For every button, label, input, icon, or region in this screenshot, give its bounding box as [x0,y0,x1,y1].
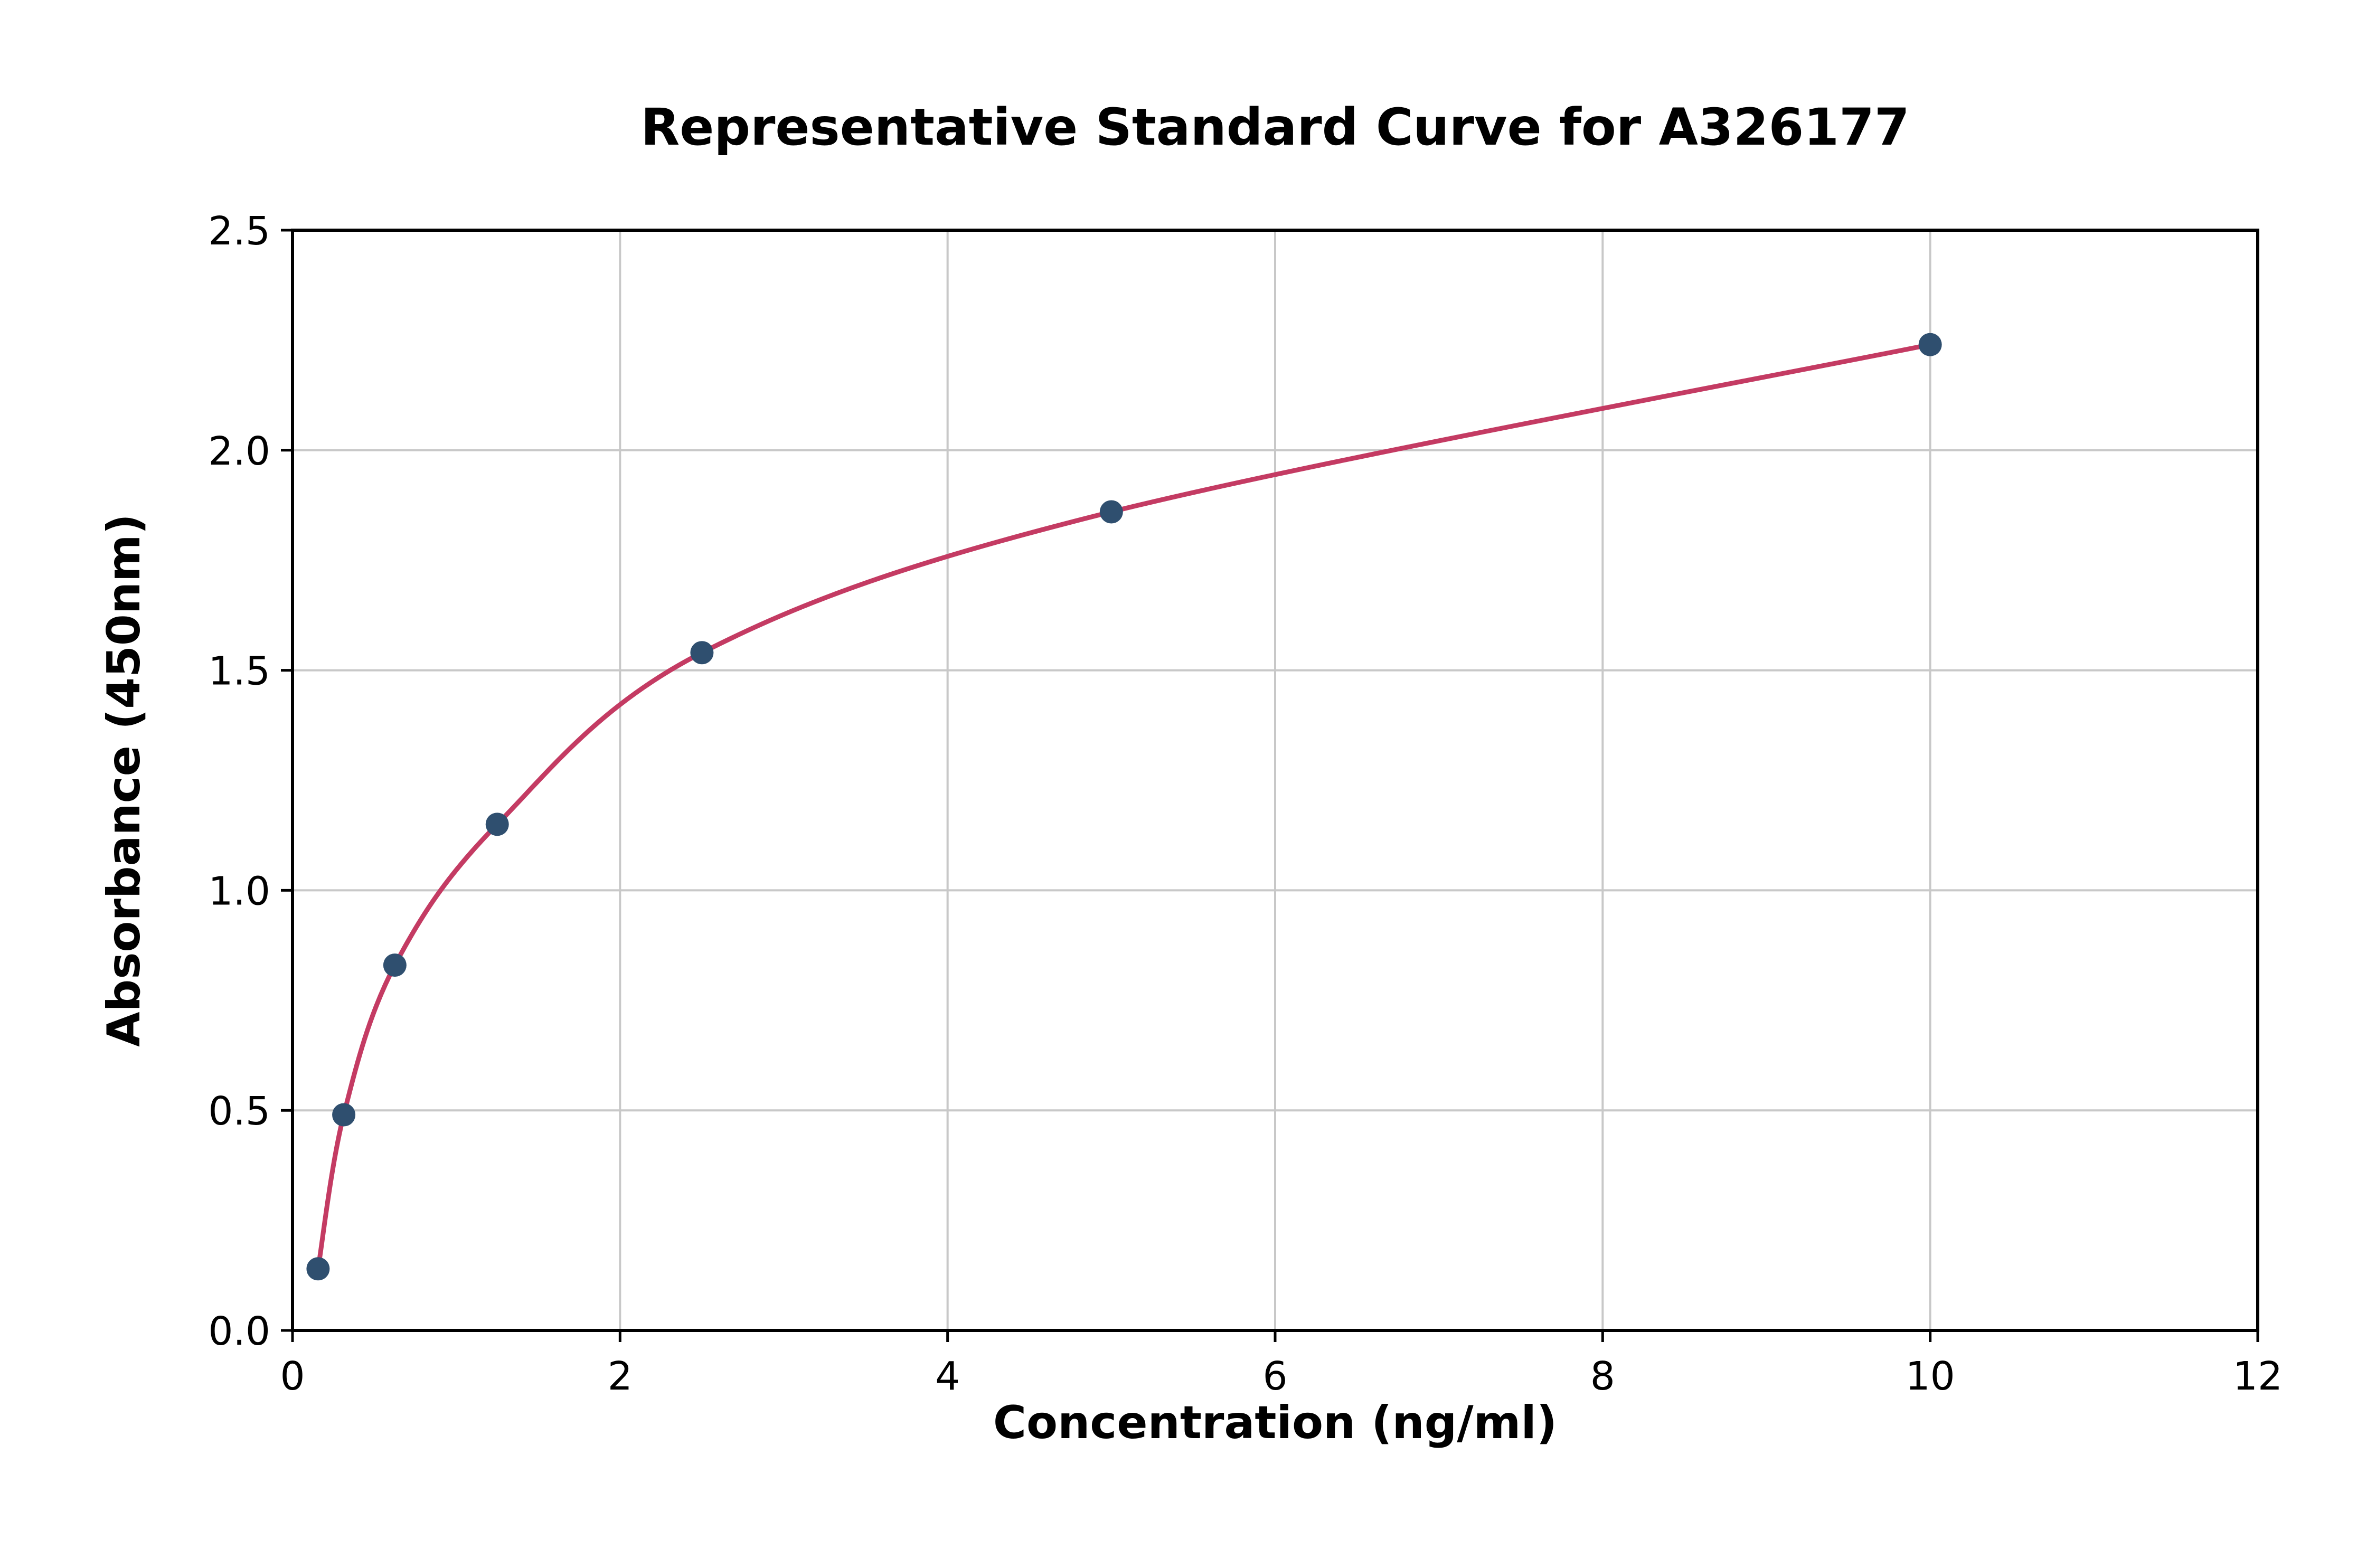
x-tick-label: 6 [1262,1354,1287,1399]
data-point [1099,500,1123,524]
data-point [690,641,714,665]
x-tick-label: 10 [1906,1354,1955,1399]
y-tick-label: 1.5 [208,649,270,694]
y-tick-label: 2.0 [208,429,270,474]
y-tick-label: 0.0 [208,1309,270,1354]
fit-curve [315,342,1933,1271]
x-tick-label: 12 [2233,1354,2283,1399]
y-tick-label: 1.0 [208,868,270,914]
x-tick-label: 0 [280,1354,305,1399]
data-point [332,1103,356,1127]
data-point [383,953,407,977]
y-tick-label: 2.5 [208,209,270,254]
x-tick-label: 8 [1590,1354,1615,1399]
y-tick-label: 0.5 [208,1089,270,1134]
x-tick-label: 2 [608,1354,633,1399]
plot-border [291,229,2259,1332]
x-tick-label: 4 [935,1354,960,1399]
data-point [485,813,509,836]
data-point [306,1257,330,1281]
data-point [1918,333,1942,356]
x-axis-label: Concentration (ng/ml) [993,1396,1558,1449]
chart-title: Representative Standard Curve for A32617… [640,98,1910,157]
